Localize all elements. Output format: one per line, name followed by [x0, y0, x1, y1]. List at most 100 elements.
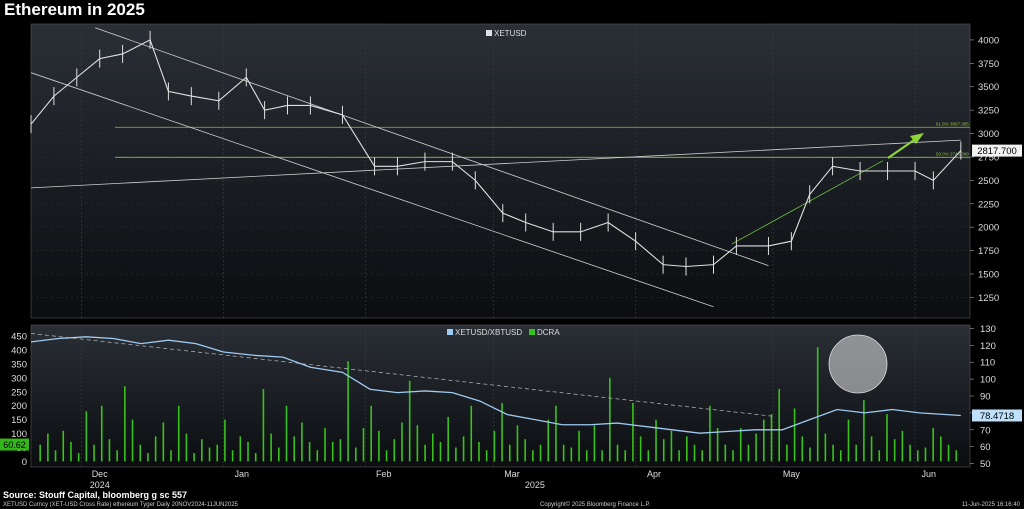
indicator-plot: XETUSD/XBTUSD DCRA	[30, 328, 961, 462]
dcra-bar	[485, 450, 488, 462]
footer-timestamp: 11-Jun-2025 16:16:40	[961, 502, 1020, 508]
dcra-bar	[447, 416, 449, 462]
x-tick-label: Dec	[92, 469, 109, 479]
price-series-line	[30, 39, 962, 268]
dcra-bar	[493, 430, 496, 462]
dcra-bar	[870, 436, 873, 462]
dcra-bar	[39, 444, 41, 462]
dcra-bar	[54, 450, 57, 462]
right-tick-label: 60	[980, 442, 991, 453]
dcra-bar	[701, 450, 704, 462]
dcra-bar	[639, 436, 642, 462]
dcra-bar	[393, 439, 396, 462]
x-year-label: 2024	[90, 480, 110, 490]
last-price-label: 2817.700	[977, 146, 1017, 157]
dcra-bar	[878, 450, 881, 462]
channel-lower-line	[30, 72, 714, 308]
dcra-bar	[208, 447, 211, 462]
y-tick-label: 4000	[978, 35, 999, 46]
dcra-bar	[609, 377, 611, 462]
dcra-bar	[308, 441, 311, 462]
dcra-bar	[385, 450, 388, 462]
dcra-bar	[655, 419, 657, 462]
footer-ticker-info: XETUSD Curncy (XET-USD Cross Rate) ether…	[3, 502, 238, 508]
dcra-bar	[670, 430, 673, 462]
y-tick-label: 2750	[978, 152, 999, 163]
dcra-bar	[578, 430, 580, 462]
dcra-bar	[955, 450, 958, 462]
dcra-bar	[616, 444, 619, 462]
price-plot: XETUSD 61.8% 3067.385 50.0% 2746.399	[30, 27, 970, 308]
x-tick-label: Mar	[504, 469, 520, 479]
dcra-bar	[508, 444, 511, 462]
chart-canvas: XETUSD 61.8% 3067.385 50.0% 2746.399 XETUS…	[0, 23, 1022, 490]
dcra-bar	[816, 347, 819, 462]
dcra-bar	[786, 444, 788, 462]
dcra-bar	[100, 405, 103, 462]
left-tick-label: 300	[11, 373, 27, 384]
dcra-bar	[839, 450, 842, 462]
dcra-bar	[470, 405, 473, 462]
dcra-bar	[139, 444, 142, 462]
dcra-bar	[316, 450, 319, 462]
ratio-value-label: 78.4718	[980, 411, 1014, 422]
dcra-bar	[131, 419, 134, 462]
x-tick-label: Feb	[376, 469, 392, 479]
channel-upper-line	[94, 27, 769, 266]
x-tick-label: Apr	[647, 469, 661, 479]
dcra-bar	[239, 436, 242, 462]
right-tick-label: 130	[980, 324, 996, 335]
right-tick-label: 50	[980, 459, 991, 470]
dcra-bar	[893, 439, 896, 462]
dcra-bar	[177, 405, 180, 462]
dcra-bar	[224, 419, 226, 462]
dcra-bar	[932, 428, 934, 462]
dcra-bar	[824, 433, 827, 462]
y-tick-label: 3250	[978, 106, 999, 117]
dcra-bar	[162, 422, 165, 462]
x-year-label: 2025	[525, 480, 545, 490]
resistance-trendline	[30, 139, 961, 189]
left-tick-label: 200	[11, 401, 27, 412]
target-arrow-head	[910, 133, 924, 144]
left-tick-label: 150	[11, 415, 27, 426]
dcra-bar	[231, 450, 234, 462]
dcra-bar	[632, 402, 634, 462]
dcra-bar	[739, 428, 742, 462]
dcra-bar	[85, 411, 88, 462]
dcra-bar	[354, 447, 357, 462]
dcra-bar	[455, 447, 457, 462]
dcra-bar	[686, 436, 688, 462]
ratio-downtrend-line	[30, 333, 774, 417]
ratio-series-line	[30, 336, 961, 434]
dcra-bar	[501, 402, 503, 462]
dcra-bar	[154, 436, 157, 462]
dcra-bar	[62, 430, 65, 462]
dcra-bar	[331, 441, 334, 462]
legend-label: XETUSD/XBTUSD	[455, 328, 522, 337]
dcra-bar	[693, 444, 696, 462]
legend-swatch	[529, 329, 535, 335]
left-tick-label: 0	[22, 457, 27, 468]
dcra-bar	[401, 422, 403, 462]
right-tick-label: 70	[980, 425, 991, 436]
dcra-bar	[201, 439, 203, 462]
dcra-bar	[408, 380, 411, 462]
lower-panel	[30, 324, 971, 468]
y-tick-label: 3750	[978, 59, 999, 70]
target-arrow-shaft	[887, 137, 918, 159]
dcra-bar	[909, 444, 911, 462]
dcra-bar	[70, 441, 72, 462]
dcra-bar	[555, 405, 557, 462]
dcra-bar	[516, 425, 519, 462]
y-tick-label: 3000	[978, 129, 999, 140]
dcra-bar	[185, 433, 188, 462]
left-tick-label: 350	[11, 359, 27, 370]
left-tick-label: 450	[11, 332, 27, 343]
dcra-bar	[562, 444, 565, 462]
dcra-bar	[747, 444, 750, 462]
dcra-bar	[124, 386, 126, 462]
dcra-bar	[216, 444, 219, 462]
dcra-bar	[886, 414, 888, 462]
